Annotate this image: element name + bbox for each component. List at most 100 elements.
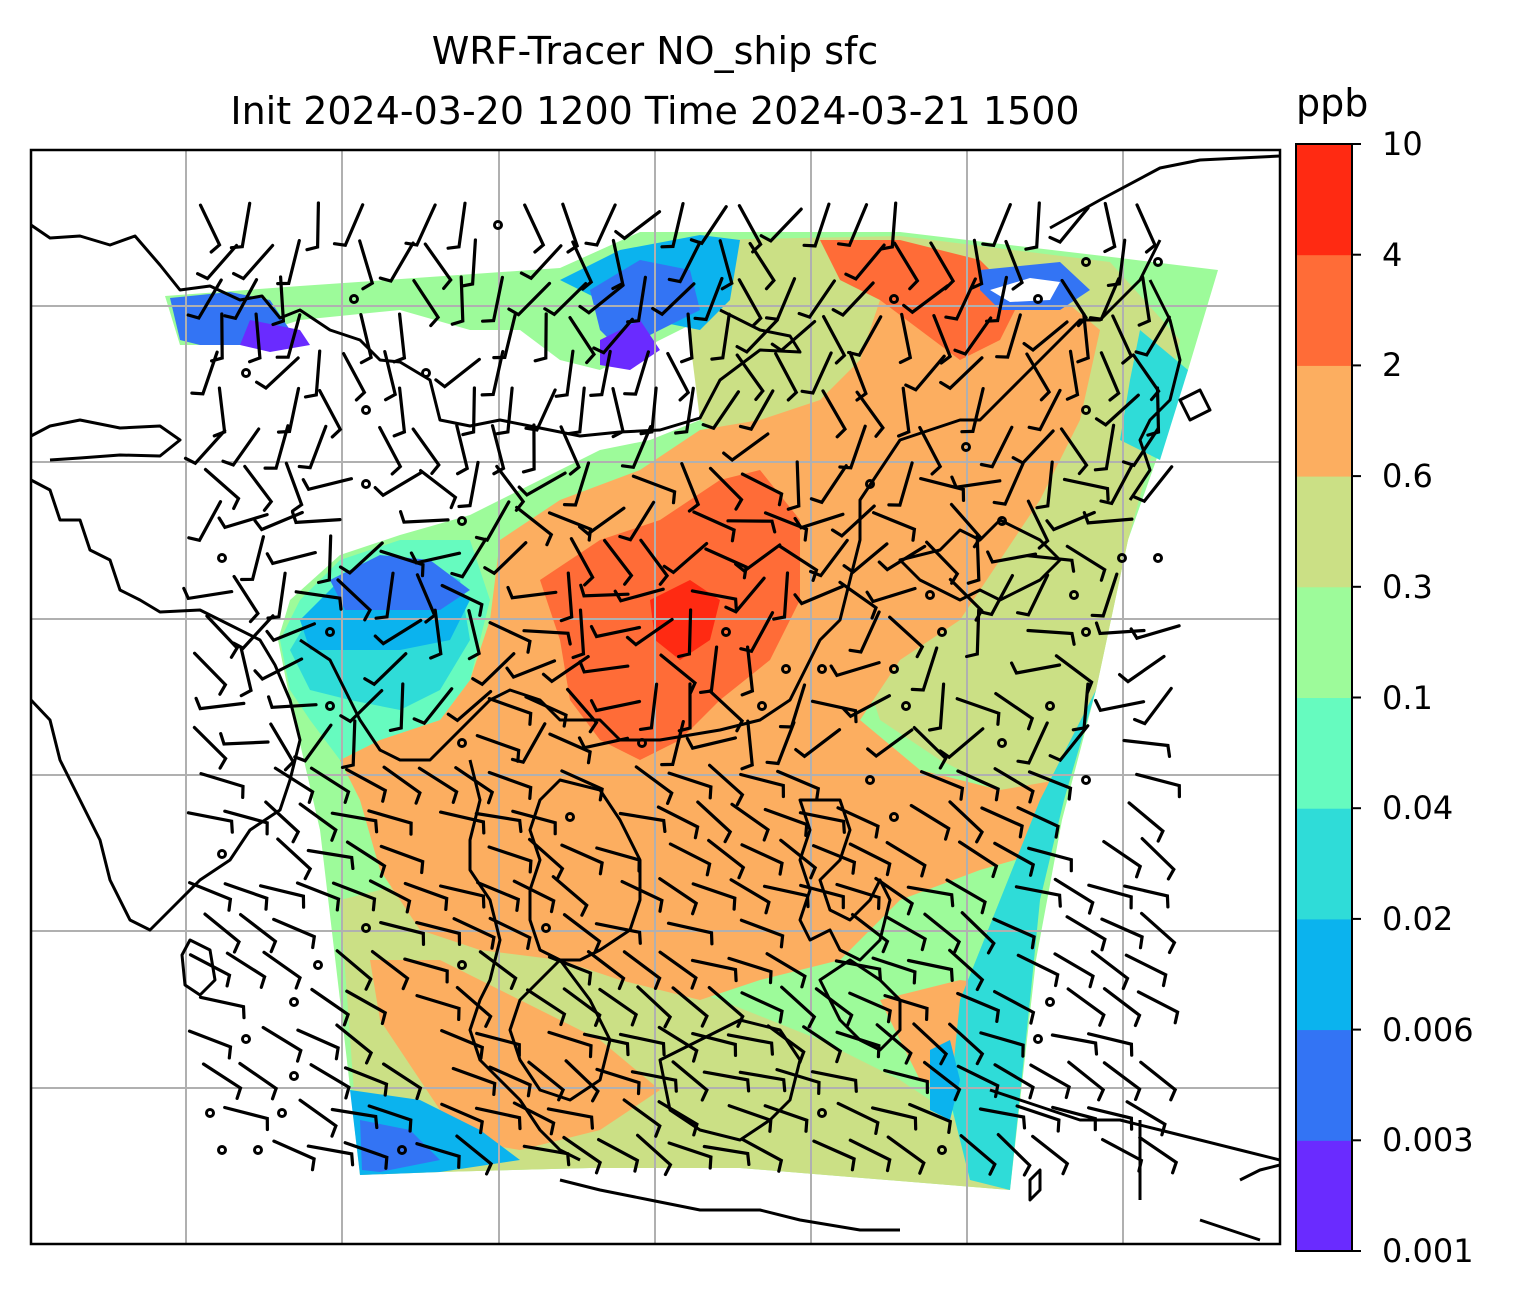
wind-barb bbox=[798, 811, 846, 834]
wind-barb bbox=[1137, 275, 1152, 327]
wind-barb bbox=[810, 699, 858, 724]
wind-barb bbox=[1127, 801, 1165, 843]
wind-barb bbox=[547, 511, 593, 542]
wind-barb bbox=[836, 1101, 880, 1135]
wind-barb bbox=[662, 542, 709, 575]
wind-barb bbox=[1106, 238, 1127, 287]
wind-barb bbox=[487, 770, 533, 800]
wind-barb bbox=[710, 312, 731, 361]
wind-barb bbox=[740, 472, 784, 507]
wind-barb bbox=[474, 1106, 522, 1131]
wind-barb bbox=[1094, 393, 1140, 427]
wind-barb bbox=[948, 1022, 985, 1066]
wind-barb bbox=[780, 985, 817, 1029]
wind-barb bbox=[225, 951, 267, 989]
wind-barb bbox=[1099, 351, 1121, 402]
wind-barb bbox=[855, 390, 885, 438]
wind-barb bbox=[739, 772, 785, 799]
wind-barb bbox=[243, 464, 274, 512]
wind-barb bbox=[996, 1133, 1032, 1177]
calm-wind-marker bbox=[961, 442, 971, 452]
wind-barb bbox=[359, 313, 373, 365]
wind-barb bbox=[919, 477, 966, 502]
wind-barb bbox=[763, 1104, 809, 1133]
wind-barb bbox=[691, 882, 737, 911]
wind-barb bbox=[578, 283, 625, 315]
calm-wind-marker bbox=[1081, 257, 1091, 267]
wind-barb bbox=[918, 425, 943, 476]
wind-barb bbox=[1139, 1060, 1178, 1102]
wind-barb bbox=[262, 950, 302, 990]
wind-barb bbox=[515, 505, 554, 547]
wind-barb bbox=[455, 424, 470, 476]
calm-wind-marker bbox=[325, 701, 335, 711]
wind-barb bbox=[848, 1138, 892, 1173]
wind-barb bbox=[1053, 877, 1095, 915]
wind-barb bbox=[923, 912, 962, 954]
wind-barb bbox=[546, 1107, 594, 1130]
wind-barb bbox=[871, 1106, 918, 1131]
wind-barb bbox=[834, 959, 882, 982]
wind-barb bbox=[290, 510, 342, 525]
wind-barb bbox=[567, 386, 586, 436]
wind-barb bbox=[1101, 1138, 1144, 1173]
wind-barb bbox=[1118, 654, 1166, 684]
wind-barb bbox=[467, 609, 481, 661]
wind-barb bbox=[888, 615, 925, 659]
wind-barb bbox=[1088, 277, 1121, 321]
wind-barb bbox=[630, 1070, 678, 1093]
wind-barb bbox=[579, 583, 630, 598]
wind-barb bbox=[836, 806, 880, 839]
wind-barb bbox=[409, 551, 462, 565]
wind-barb bbox=[192, 725, 228, 770]
wind-barb bbox=[848, 610, 881, 654]
wind-barb bbox=[671, 1060, 709, 1102]
wind-barb bbox=[399, 510, 450, 524]
wind-barb bbox=[848, 991, 892, 1024]
calm-wind-marker bbox=[1069, 590, 1079, 600]
wind-barb bbox=[193, 651, 228, 696]
map-title-line1: WRF-Tracer NO_ship sfc bbox=[431, 29, 879, 73]
wind-barb bbox=[677, 608, 693, 659]
wind-barb bbox=[265, 551, 317, 566]
wind-barb bbox=[1031, 1134, 1070, 1176]
wind-barb bbox=[1124, 953, 1168, 988]
wind-barb bbox=[259, 884, 306, 909]
wind-barb bbox=[232, 574, 260, 624]
wind-barb bbox=[481, 275, 504, 323]
wind-barb bbox=[1050, 1033, 1099, 1056]
wind-barb bbox=[956, 991, 1001, 1023]
wind-barb bbox=[620, 425, 653, 470]
wind-barb bbox=[1093, 423, 1116, 472]
wind-barb bbox=[301, 477, 353, 492]
wind-barb bbox=[297, 424, 328, 470]
colorbar-segment bbox=[1296, 808, 1352, 920]
colorbar-segment bbox=[1296, 918, 1352, 1031]
wind-barb bbox=[203, 467, 241, 510]
calm-wind-marker bbox=[889, 664, 899, 674]
colorbar-tick-label: 4 bbox=[1382, 235, 1403, 274]
wind-barb bbox=[667, 240, 702, 284]
wind-barb bbox=[512, 1101, 556, 1136]
wind-barb bbox=[1102, 1061, 1142, 1101]
wind-barb bbox=[454, 766, 495, 805]
calm-wind-marker bbox=[361, 479, 371, 489]
wind-barb bbox=[1133, 686, 1173, 726]
wind-barb bbox=[726, 519, 777, 534]
wind-barb bbox=[571, 608, 586, 660]
wind-barb bbox=[1146, 386, 1161, 437]
wind-barb bbox=[1140, 911, 1177, 955]
wind-barb bbox=[993, 841, 1036, 877]
wind-barb bbox=[480, 349, 505, 397]
wind-barb bbox=[978, 1107, 1027, 1130]
wind-barb bbox=[656, 805, 700, 840]
wind-barb bbox=[920, 770, 965, 801]
wind-barb bbox=[415, 994, 461, 1021]
wind-barb bbox=[182, 586, 234, 601]
wind-barb bbox=[1065, 915, 1107, 952]
wind-barb bbox=[748, 241, 776, 291]
wind-barb bbox=[730, 802, 770, 842]
wind-barb bbox=[335, 1023, 374, 1065]
calm-wind-marker bbox=[1153, 553, 1163, 563]
wind-barb bbox=[690, 589, 738, 612]
